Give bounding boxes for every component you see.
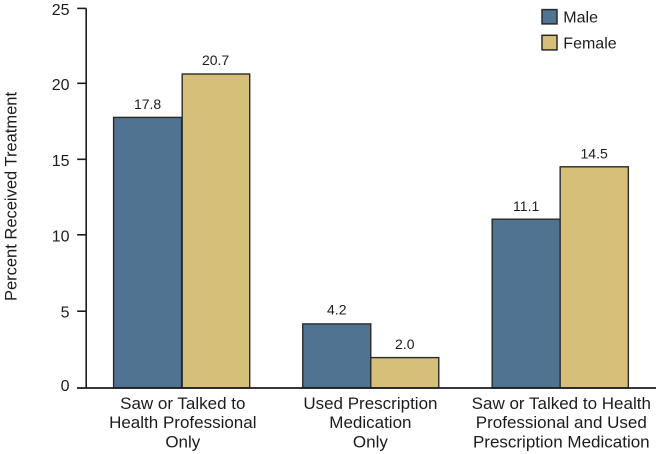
svg-text:10: 10 <box>52 229 70 246</box>
svg-text:Health Professional: Health Professional <box>109 413 256 432</box>
svg-text:0: 0 <box>61 378 70 395</box>
svg-text:11.1: 11.1 <box>513 198 539 214</box>
svg-text:20.7: 20.7 <box>202 52 229 68</box>
svg-text:Percent Received Treatment: Percent Received Treatment <box>3 92 21 302</box>
svg-text:Only: Only <box>353 432 388 451</box>
svg-text:4.2: 4.2 <box>327 301 347 317</box>
svg-text:Prescription Medication: Prescription Medication <box>473 432 650 451</box>
svg-text:Only: Only <box>165 432 200 451</box>
svg-text:Medication: Medication <box>329 413 411 432</box>
svg-text:Saw or Talked to: Saw or Talked to <box>120 394 245 413</box>
svg-text:15: 15 <box>52 153 70 170</box>
svg-text:25: 25 <box>52 2 70 19</box>
svg-text:Professional and Used: Professional and Used <box>476 413 647 432</box>
svg-text:Female: Female <box>563 35 616 52</box>
svg-text:14.5: 14.5 <box>581 145 608 161</box>
svg-text:5: 5 <box>61 304 70 321</box>
svg-text:20: 20 <box>52 77 70 94</box>
svg-text:Used Prescription: Used Prescription <box>303 394 437 413</box>
svg-text:2.0: 2.0 <box>395 336 415 352</box>
svg-text:17.8: 17.8 <box>134 96 161 112</box>
svg-text:Male: Male <box>563 9 598 26</box>
svg-text:Saw or Talked to Health: Saw or Talked to Health <box>472 394 651 413</box>
